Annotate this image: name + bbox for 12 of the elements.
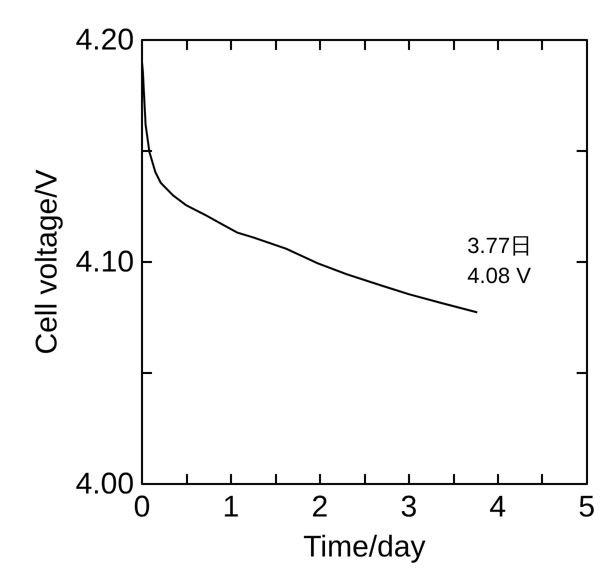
y-tick-label: 4.10: [76, 246, 134, 278]
y-tick-label: 4.20: [76, 24, 134, 56]
y-tick-label: 4.00: [76, 468, 134, 500]
x-tick-label: 4: [489, 490, 506, 524]
annotation: 3.77日 4.08 V: [467, 232, 532, 288]
y-axis-title: Cell voltage/V: [30, 169, 64, 355]
x-tick-label: 5: [578, 490, 595, 524]
x-tick-label: 1: [222, 490, 240, 524]
x-tick-label: 3: [400, 490, 418, 524]
x-axis-title: Time/day: [303, 530, 426, 564]
x-tick-label: 0: [134, 490, 150, 524]
x-tick-label: 2: [312, 490, 328, 524]
